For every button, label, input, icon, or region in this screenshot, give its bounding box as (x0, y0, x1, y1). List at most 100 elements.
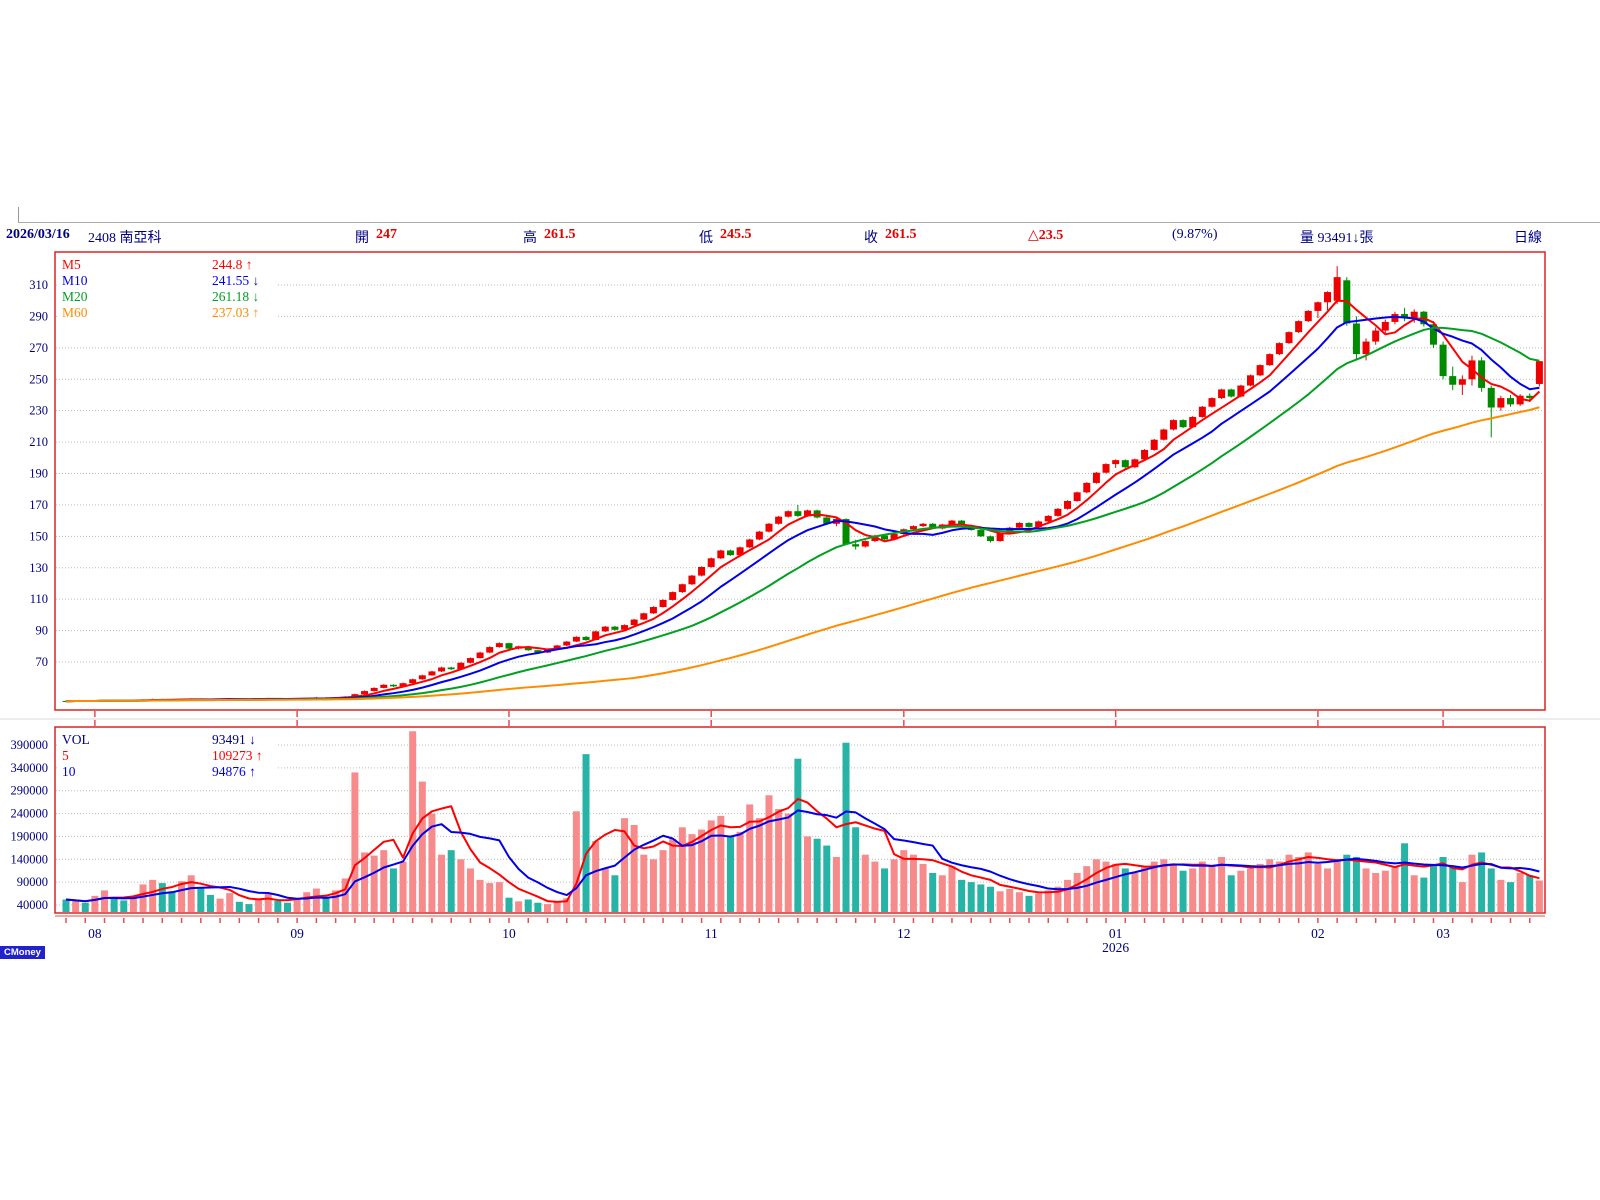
candle[interactable] (1439, 344, 1447, 377)
candle[interactable] (1324, 292, 1332, 303)
volume-bar[interactable] (1006, 889, 1014, 912)
candle[interactable] (601, 626, 609, 632)
volume-bar[interactable] (1516, 873, 1524, 912)
candle[interactable] (746, 539, 754, 548)
volume-bar[interactable] (341, 878, 349, 912)
candle[interactable] (1362, 341, 1370, 355)
volume-bar[interactable] (1121, 868, 1129, 912)
candle[interactable] (611, 626, 619, 630)
candle[interactable] (630, 619, 638, 626)
volume-bar[interactable] (1497, 879, 1505, 912)
candle[interactable] (534, 650, 542, 653)
volume-bar[interactable] (861, 854, 869, 912)
candle[interactable] (1121, 460, 1129, 468)
volume-bar[interactable] (168, 891, 176, 912)
volume-bar[interactable] (1314, 863, 1322, 912)
candle[interactable] (582, 636, 590, 641)
candle[interactable] (1218, 389, 1226, 399)
volume-bar[interactable] (1391, 866, 1399, 912)
candle[interactable] (1189, 416, 1197, 428)
volume-bar[interactable] (881, 868, 889, 912)
candle[interactable] (1526, 395, 1534, 399)
candle[interactable] (919, 523, 927, 527)
candle[interactable] (476, 652, 484, 659)
candle[interactable] (784, 511, 792, 517)
volume-bar[interactable] (736, 831, 744, 912)
volume-bar[interactable] (486, 883, 494, 912)
volume-bar[interactable] (274, 900, 282, 912)
volume-bar[interactable] (466, 868, 474, 912)
candle[interactable] (361, 691, 369, 695)
volume-bar[interactable] (380, 850, 388, 912)
volume-bar[interactable] (948, 866, 956, 912)
volume-bar[interactable] (967, 882, 975, 912)
volume-bar[interactable] (986, 886, 994, 912)
volume-bar[interactable] (1073, 873, 1081, 912)
candle[interactable] (1227, 389, 1235, 397)
volume-bar[interactable] (1275, 861, 1283, 912)
volume-bar[interactable] (1458, 882, 1466, 912)
volume-bar[interactable] (1343, 854, 1351, 912)
volume-bar[interactable] (1246, 868, 1254, 912)
volume-bar[interactable] (534, 902, 542, 912)
candle[interactable] (351, 694, 359, 697)
candle[interactable] (1372, 330, 1380, 342)
volume-bar[interactable] (495, 882, 503, 912)
candle[interactable] (495, 643, 503, 648)
volume-bar[interactable] (476, 879, 484, 912)
volume-bar[interactable] (1150, 861, 1158, 912)
volume-bar[interactable] (206, 894, 214, 912)
candle[interactable] (640, 613, 648, 620)
candle[interactable] (1410, 311, 1418, 318)
volume-bar[interactable] (303, 892, 311, 912)
candle[interactable] (1054, 508, 1062, 516)
volume-bar[interactable] (438, 854, 446, 912)
candle[interactable] (986, 536, 994, 542)
volume-bar[interactable] (794, 758, 802, 912)
candle[interactable] (621, 625, 629, 630)
volume-bar[interactable] (293, 898, 301, 912)
volume-bar[interactable] (370, 855, 378, 912)
volume-bar[interactable] (447, 850, 455, 912)
volume-bar[interactable] (544, 904, 551, 912)
volume-bar[interactable] (178, 881, 186, 912)
volume-bar[interactable] (813, 838, 821, 912)
volume-bar[interactable] (457, 859, 465, 912)
candle[interactable] (1025, 522, 1033, 527)
candle[interactable] (1333, 277, 1341, 301)
volume-bar[interactable] (245, 904, 253, 912)
volume-bar[interactable] (62, 899, 70, 912)
volume-bar[interactable] (890, 859, 898, 912)
volume-bar[interactable] (1535, 880, 1543, 912)
candle[interactable] (1083, 482, 1091, 493)
volume-bar[interactable] (630, 825, 638, 912)
volume-bar[interactable] (1208, 866, 1216, 912)
volume-bar[interactable] (351, 772, 359, 912)
candle[interactable] (861, 541, 869, 547)
volume-bar[interactable] (1285, 854, 1293, 912)
volume-bar[interactable] (264, 894, 272, 912)
volume-bar[interactable] (1102, 861, 1110, 912)
volume-bar[interactable] (312, 888, 320, 912)
candle[interactable] (688, 575, 696, 585)
candle[interactable] (563, 641, 571, 646)
volume-bar[interactable] (1025, 895, 1033, 912)
volume-bar[interactable] (1189, 868, 1197, 912)
candle[interactable] (1237, 385, 1245, 397)
candle[interactable] (929, 523, 937, 529)
volume-bar[interactable] (996, 891, 1004, 912)
candle[interactable] (592, 631, 600, 641)
volume-bar[interactable] (592, 841, 600, 912)
candle[interactable] (852, 544, 860, 547)
volume-bar[interactable] (428, 813, 436, 912)
volume-bar[interactable] (1227, 875, 1235, 912)
candle[interactable] (1285, 332, 1293, 344)
candle[interactable] (909, 526, 917, 530)
volume-bar[interactable] (216, 898, 224, 912)
candle[interactable] (736, 547, 744, 556)
candle[interactable] (1102, 464, 1110, 473)
volume-bar[interactable] (563, 898, 571, 912)
volume-bar[interactable] (977, 884, 985, 912)
volume-bar[interactable] (611, 875, 619, 912)
